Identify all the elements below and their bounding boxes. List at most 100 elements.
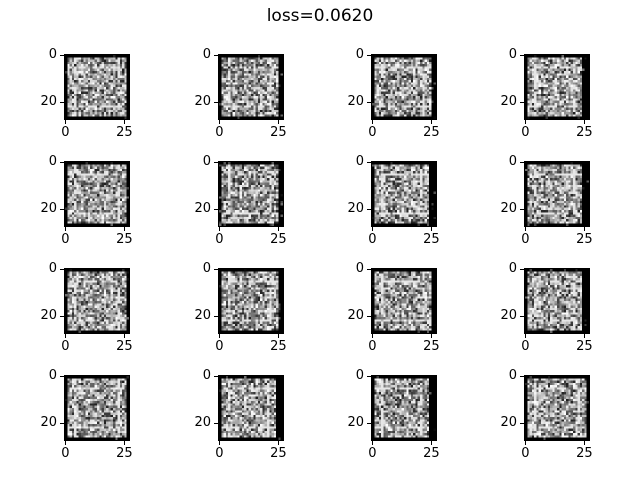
y-tick bbox=[520, 422, 524, 424]
subplot-r3-c2: 0 20 0 25 bbox=[347, 369, 439, 460]
x-tick bbox=[371, 120, 373, 124]
subplot-r0-c1: 0 20 0 25 bbox=[194, 48, 286, 139]
x-tick bbox=[371, 227, 373, 231]
y-tick bbox=[214, 161, 218, 163]
y-tick-label: 20 bbox=[500, 201, 517, 217]
x-tick bbox=[218, 334, 220, 338]
y-tick-label: 0 bbox=[48, 368, 57, 384]
y-tick bbox=[214, 375, 218, 377]
y-tick-label: 0 bbox=[508, 261, 517, 277]
y-tick-label: 20 bbox=[40, 94, 57, 110]
subplot-r2-c0: 0 20 0 25 bbox=[40, 262, 132, 353]
y-tick-label: 20 bbox=[194, 94, 211, 110]
x-tick-label: 0 bbox=[368, 125, 377, 140]
y-tick-label: 0 bbox=[508, 154, 517, 170]
y-tick-label: 20 bbox=[194, 308, 211, 324]
y-tick bbox=[214, 315, 218, 317]
x-tick bbox=[64, 334, 66, 338]
subplot-r0-c3: 0 20 0 25 bbox=[500, 48, 592, 139]
x-tick-label: 0 bbox=[215, 339, 224, 354]
x-tick bbox=[524, 334, 526, 338]
subplot-r1-c0: 0 20 0 25 bbox=[40, 155, 132, 246]
y-tick-label: 20 bbox=[347, 94, 364, 110]
y-tick-label: 20 bbox=[347, 308, 364, 324]
y-tick-label: 0 bbox=[48, 261, 57, 277]
x-tick-label: 0 bbox=[215, 125, 224, 140]
subplot-r2-c3: 0 20 0 25 bbox=[500, 262, 592, 353]
y-tick bbox=[60, 375, 64, 377]
y-tick-label: 0 bbox=[202, 261, 211, 277]
x-tick-label: 25 bbox=[270, 339, 287, 354]
subplot-r1-c3: 0 20 0 25 bbox=[500, 155, 592, 246]
subplot-r1-c1: 0 20 0 25 bbox=[194, 155, 286, 246]
y-tick bbox=[520, 375, 524, 377]
x-tick-label: 0 bbox=[368, 339, 377, 354]
y-tick-label: 20 bbox=[40, 415, 57, 431]
x-tick bbox=[583, 441, 585, 445]
x-tick-label: 25 bbox=[423, 232, 440, 247]
y-tick bbox=[367, 268, 371, 270]
generated-image bbox=[371, 54, 437, 120]
x-tick bbox=[64, 120, 66, 124]
y-tick bbox=[60, 315, 64, 317]
x-tick-label: 25 bbox=[270, 232, 287, 247]
x-tick bbox=[218, 441, 220, 445]
generated-image bbox=[371, 375, 437, 441]
subplot-r3-c0: 0 20 0 25 bbox=[40, 369, 132, 460]
y-tick bbox=[367, 161, 371, 163]
y-tick bbox=[367, 422, 371, 424]
x-tick bbox=[371, 334, 373, 338]
x-tick bbox=[371, 441, 373, 445]
x-tick bbox=[524, 227, 526, 231]
generated-image bbox=[371, 268, 437, 334]
y-tick bbox=[214, 422, 218, 424]
generated-image bbox=[218, 375, 284, 441]
y-tick bbox=[367, 54, 371, 56]
x-tick bbox=[524, 441, 526, 445]
x-tick-label: 25 bbox=[423, 446, 440, 461]
y-tick bbox=[214, 54, 218, 56]
x-tick-label: 25 bbox=[116, 446, 133, 461]
y-tick bbox=[520, 54, 524, 56]
generated-image bbox=[524, 268, 590, 334]
x-tick bbox=[218, 227, 220, 231]
y-tick bbox=[60, 268, 64, 270]
y-tick bbox=[214, 101, 218, 103]
x-tick bbox=[123, 227, 125, 231]
subplot-r0-c2: 0 20 0 25 bbox=[347, 48, 439, 139]
x-tick-label: 0 bbox=[521, 232, 530, 247]
x-tick-label: 25 bbox=[116, 339, 133, 354]
x-tick bbox=[583, 334, 585, 338]
y-tick-label: 0 bbox=[48, 47, 57, 63]
x-tick-label: 0 bbox=[61, 339, 70, 354]
x-tick-label: 0 bbox=[61, 446, 70, 461]
generated-image bbox=[524, 54, 590, 120]
y-tick-label: 20 bbox=[40, 201, 57, 217]
y-tick bbox=[520, 161, 524, 163]
x-tick-label: 0 bbox=[61, 125, 70, 140]
x-tick bbox=[123, 120, 125, 124]
x-tick bbox=[430, 120, 432, 124]
x-tick-label: 25 bbox=[423, 125, 440, 140]
x-tick bbox=[277, 227, 279, 231]
x-tick-label: 0 bbox=[521, 339, 530, 354]
generated-image bbox=[371, 161, 437, 227]
y-tick-label: 0 bbox=[508, 368, 517, 384]
x-tick-label: 0 bbox=[368, 232, 377, 247]
y-tick-label: 20 bbox=[194, 201, 211, 217]
x-tick bbox=[123, 334, 125, 338]
x-tick-label: 25 bbox=[576, 125, 593, 140]
y-tick bbox=[60, 161, 64, 163]
y-tick bbox=[520, 268, 524, 270]
x-tick bbox=[277, 120, 279, 124]
figure-title: loss=0.0620 bbox=[266, 6, 374, 26]
y-tick bbox=[367, 375, 371, 377]
x-tick-label: 25 bbox=[576, 339, 593, 354]
y-tick bbox=[367, 315, 371, 317]
x-tick-label: 25 bbox=[423, 339, 440, 354]
x-tick-label: 0 bbox=[521, 125, 530, 140]
subplot-r2-c1: 0 20 0 25 bbox=[194, 262, 286, 353]
y-tick-label: 0 bbox=[48, 154, 57, 170]
y-tick-label: 20 bbox=[500, 94, 517, 110]
